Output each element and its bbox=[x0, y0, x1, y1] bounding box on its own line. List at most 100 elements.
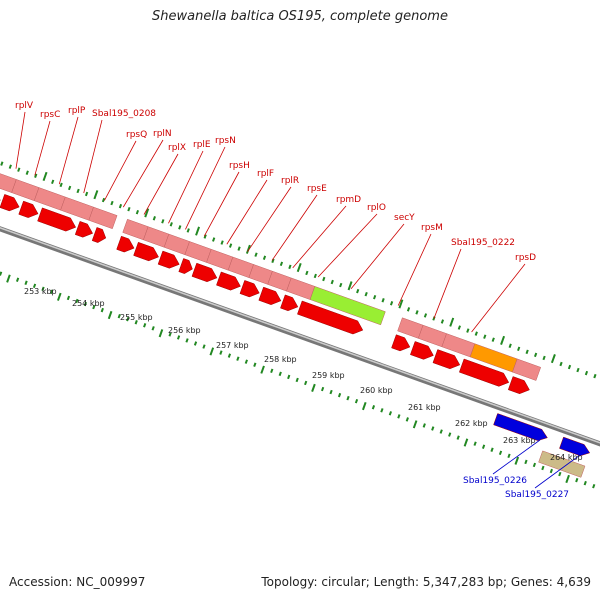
outer-tick bbox=[584, 370, 589, 376]
outer-tick bbox=[127, 206, 131, 212]
leader-line bbox=[247, 186, 292, 252]
cds-arrow bbox=[178, 258, 193, 274]
gene-label-blue: Sbal195_0226 bbox=[463, 476, 527, 486]
leader-line bbox=[397, 233, 432, 306]
outer-tick bbox=[254, 252, 258, 257]
outer-tick bbox=[576, 367, 580, 373]
outer-tick bbox=[118, 203, 123, 209]
leader-line bbox=[350, 223, 405, 290]
cds-arrow bbox=[191, 262, 218, 283]
inner-tick bbox=[514, 456, 520, 465]
gene-label: Sbal195_0208 bbox=[92, 109, 156, 119]
outer-tick bbox=[423, 313, 428, 318]
inner-tick bbox=[193, 341, 198, 346]
outer-tick bbox=[483, 334, 487, 339]
accession-text: Accession: NC_009997 bbox=[9, 575, 146, 589]
outer-tick bbox=[271, 258, 275, 263]
outer-tick bbox=[8, 164, 12, 169]
gene-label: rplP bbox=[68, 106, 86, 116]
gene-label: rplX bbox=[168, 143, 186, 153]
gene-label: rpsM bbox=[421, 223, 443, 233]
inner-tick bbox=[329, 389, 333, 395]
cds-arrow bbox=[133, 241, 159, 262]
inner-tick bbox=[92, 304, 96, 310]
outer-tick bbox=[313, 273, 317, 279]
inner-tick bbox=[304, 380, 308, 386]
outer-tick bbox=[220, 240, 224, 245]
gene-label: rplF bbox=[257, 169, 274, 179]
cds-arrow bbox=[391, 334, 411, 352]
inner-tick bbox=[575, 477, 579, 483]
gene-label-blue: Sbal195_0227 bbox=[505, 490, 569, 500]
cds-arrow bbox=[216, 271, 241, 291]
gene-label: rpsE bbox=[307, 184, 327, 194]
cds-arrow bbox=[258, 286, 282, 305]
inner-tick bbox=[448, 432, 452, 437]
gene-label: rplV bbox=[15, 101, 34, 111]
rna-segment bbox=[206, 248, 234, 271]
outer-tick bbox=[330, 279, 334, 285]
inner-tick bbox=[565, 474, 570, 484]
inner-tick bbox=[583, 480, 587, 486]
inner-tick bbox=[456, 435, 460, 440]
inner-tick bbox=[107, 310, 113, 320]
gene-label: rpsH bbox=[229, 161, 250, 171]
outer-tick bbox=[17, 167, 21, 172]
inner-tick bbox=[473, 441, 477, 446]
inner-tick bbox=[75, 298, 79, 304]
kbp-label: 264 kbp bbox=[550, 453, 583, 462]
outer-tick bbox=[542, 355, 546, 361]
inner-tick bbox=[143, 323, 147, 328]
inner-tick bbox=[549, 468, 553, 474]
kbp-label: 258 kbp bbox=[264, 355, 297, 364]
outer-tick bbox=[76, 188, 80, 194]
inner-tick bbox=[490, 447, 494, 452]
inner-tick bbox=[253, 362, 257, 367]
leader-line bbox=[271, 194, 318, 261]
leader-line bbox=[83, 119, 103, 194]
outer-tick bbox=[288, 264, 292, 270]
cds-arrow bbox=[74, 221, 94, 238]
outer-tick bbox=[398, 299, 404, 309]
leader-line bbox=[226, 179, 268, 245]
gene-label: secY bbox=[394, 213, 415, 223]
inner-tick bbox=[362, 401, 367, 411]
kbp-label: 254 kbp bbox=[72, 299, 105, 308]
leader-line bbox=[15, 111, 26, 169]
inner-tick bbox=[592, 483, 596, 489]
outer-tick bbox=[161, 219, 165, 224]
gene-label: rpsD bbox=[515, 253, 536, 263]
kbp-labels: 253 kbp 254 kbp 255 kbp 256 kbp 257 kbp 258 k… bbox=[24, 287, 583, 462]
kbp-label: 253 kbp bbox=[24, 287, 57, 296]
outer-tick bbox=[550, 354, 556, 364]
kbp-label: 255 kbp bbox=[120, 313, 153, 322]
outer-tick bbox=[68, 185, 72, 191]
outer-tick bbox=[449, 317, 455, 327]
gene-label: rplR bbox=[281, 176, 299, 186]
inner-tick bbox=[412, 420, 418, 429]
inner-tick bbox=[295, 377, 299, 383]
outer-tick bbox=[466, 328, 470, 333]
cds-arrow bbox=[116, 235, 135, 253]
kbp-label: 256 kbp bbox=[168, 326, 201, 335]
inner-tick bbox=[134, 320, 138, 325]
outer-tick bbox=[296, 262, 302, 273]
outer-tick bbox=[406, 307, 411, 312]
leader-line bbox=[203, 171, 240, 237]
inner-tick bbox=[507, 453, 511, 459]
outer-tick bbox=[500, 335, 506, 345]
outer-tick bbox=[228, 243, 233, 248]
rna-segment bbox=[286, 277, 316, 300]
inner-tick bbox=[244, 359, 248, 364]
outer-tick bbox=[212, 237, 216, 242]
outer-tick bbox=[262, 255, 267, 260]
gene-label: rplE bbox=[193, 140, 211, 150]
inner-tick bbox=[320, 386, 325, 392]
inner-tick bbox=[337, 392, 342, 398]
gene-label: rpsC bbox=[40, 110, 60, 120]
inner-tick bbox=[278, 371, 282, 377]
rna-feature-track bbox=[0, 173, 542, 381]
cds-arrow bbox=[91, 227, 107, 243]
inner-tick bbox=[6, 274, 11, 283]
outer-tick bbox=[25, 170, 29, 175]
